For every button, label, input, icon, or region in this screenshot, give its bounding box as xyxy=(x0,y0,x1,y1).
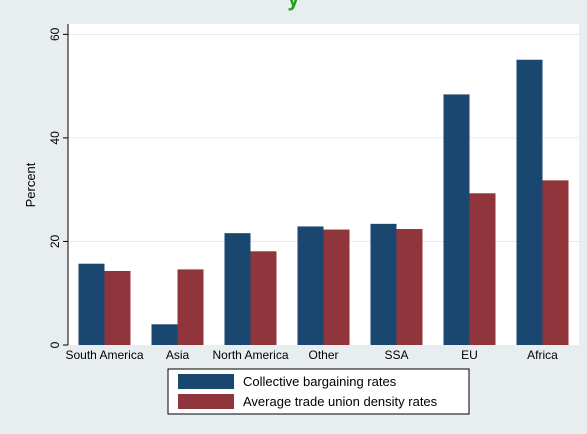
bar xyxy=(250,251,277,345)
legend: Collective bargaining rates Average trade… xyxy=(167,368,470,415)
bar xyxy=(516,59,543,346)
x-tick-label: EU xyxy=(461,348,478,362)
legend-swatch xyxy=(178,394,234,409)
y-tick-label: 60 xyxy=(48,27,62,41)
x-tick-label: Other xyxy=(308,348,338,362)
legend-swatch xyxy=(178,374,234,389)
bar xyxy=(443,94,470,345)
x-tick-label: South America xyxy=(65,348,143,362)
x-tick-label: SSA xyxy=(384,348,408,362)
bar xyxy=(104,270,131,345)
y-tick-label: 0 xyxy=(48,341,62,348)
y-ticks: 0 20 40 60 xyxy=(48,27,68,348)
bar xyxy=(396,229,423,345)
y-axis-label: Percent xyxy=(23,162,38,207)
bar xyxy=(177,269,204,345)
bar xyxy=(323,229,350,345)
y-tick-label: 40 xyxy=(48,131,62,145)
legend-label: Average trade union density rates xyxy=(243,394,438,409)
bar xyxy=(469,193,496,345)
x-tick-label: North America xyxy=(212,348,288,362)
x-tick-label: Asia xyxy=(166,348,190,362)
y-tick-label: 20 xyxy=(48,234,62,248)
bar xyxy=(542,180,569,345)
x-tick-labels: South America Asia North America Other SSA EU… xyxy=(65,348,558,362)
bar xyxy=(78,263,105,345)
bar xyxy=(151,324,178,345)
x-tick-label: Africa xyxy=(527,348,558,362)
bar xyxy=(224,233,251,345)
bar xyxy=(370,223,397,345)
bars xyxy=(78,59,569,346)
legend-label: Collective bargaining rates xyxy=(243,374,397,389)
chart-title: y xyxy=(0,0,587,12)
bar xyxy=(297,226,324,345)
